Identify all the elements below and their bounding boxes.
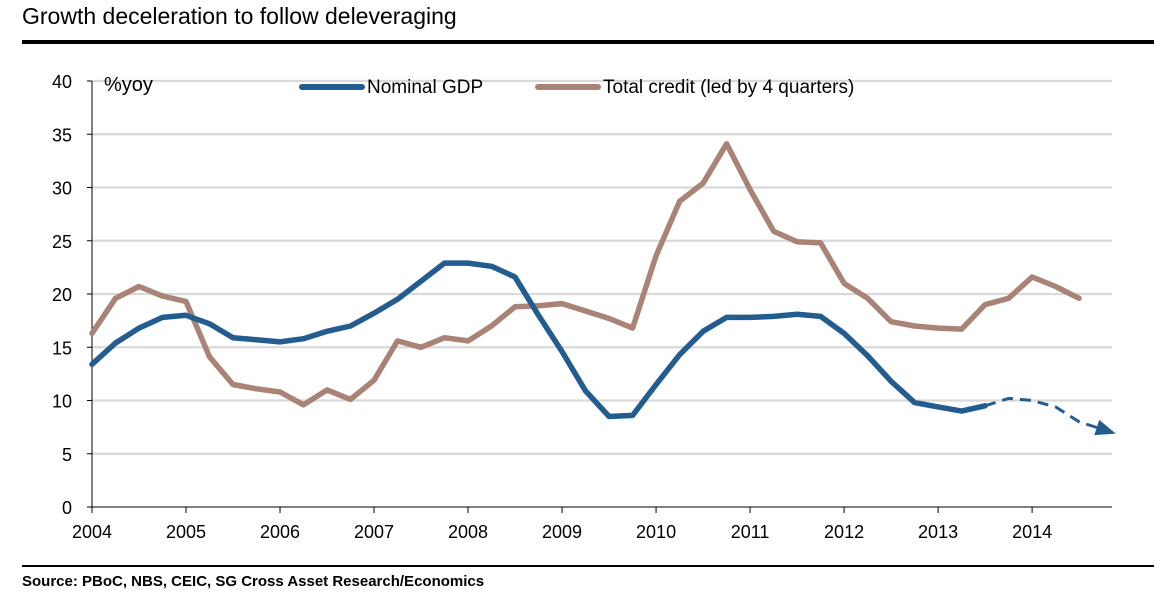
series-line-nominal-gdp-forecast [984,396,1113,434]
chart-title: Growth deceleration to follow deleveragi… [22,3,457,29]
x-tick-label: 2008 [448,522,488,542]
source-rule [22,565,1154,567]
legend: Nominal GDP Total credit (led by 4 quart… [299,77,854,98]
y-tick-label: 40 [52,72,72,92]
series-line-nominal-gdp [89,260,988,420]
unit-label: %yoy [104,74,153,96]
y-axis-ticks: 0 5 10 15 20 25 30 35 40 [52,72,72,518]
series-line-total-credit [89,141,1082,408]
series-lines [89,141,1116,436]
x-tick-label: 2014 [1012,522,1052,542]
y-tick-label: 30 [52,179,72,199]
gridlines [92,79,1112,455]
legend-label-total-credit: Total credit (led by 4 quarters) [603,77,854,98]
x-tick-label: 2013 [918,522,958,542]
title-rule [22,40,1154,44]
y-tick-label: 10 [52,392,72,412]
y-tick-label: 5 [62,445,72,465]
x-tick-label: 2010 [636,522,676,542]
y-tick-label: 25 [52,232,72,252]
x-tick-label: 2012 [824,522,864,542]
axes [87,80,1112,513]
y-tick-label: 15 [52,338,72,358]
x-tick-label: 2004 [72,522,112,542]
x-tick-label: 2011 [731,522,770,542]
forecast-arrowhead [1094,419,1116,436]
x-tick-label: 2005 [166,522,206,542]
x-tick-label: 2009 [542,522,582,542]
legend-label-nominal-gdp: Nominal GDP [367,77,483,98]
x-axis-ticks: 2004 2005 2006 2007 2008 2009 2010 2011 2012 2013… [72,522,1052,542]
y-tick-label: 35 [52,125,72,145]
source-note: Source: PBoC, NBS, CEIC, SG Cross Asset … [22,573,485,590]
x-tick-label: 2007 [354,522,394,542]
y-tick-label: 0 [62,498,72,518]
y-tick-label: 20 [52,285,72,305]
x-tick-label: 2006 [260,522,300,542]
